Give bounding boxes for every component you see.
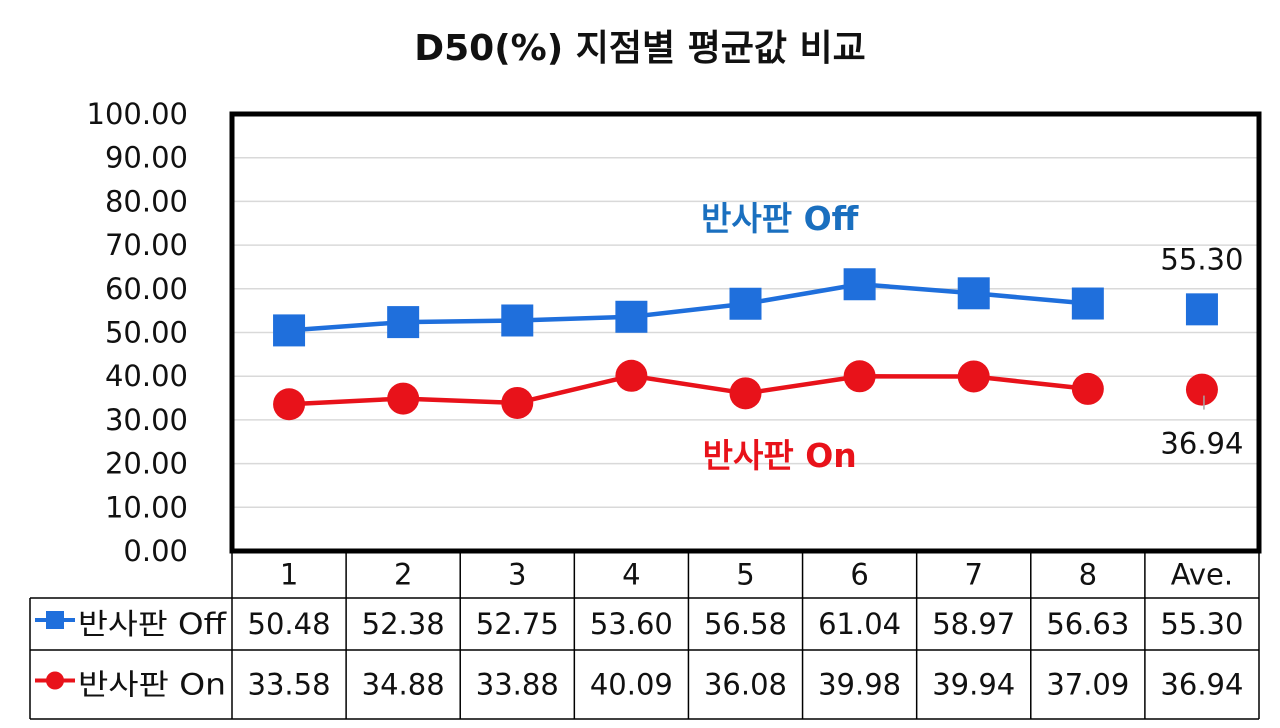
table-cell: 36.94: [1160, 668, 1243, 702]
category-label: 6: [850, 558, 868, 592]
table-cell: 39.98: [818, 668, 901, 702]
y-tick-label: 80.00: [105, 184, 188, 218]
table-cell: 39.94: [932, 668, 1015, 702]
data-point: [273, 388, 306, 421]
data-point: [957, 277, 990, 310]
table-cell: 52.75: [476, 607, 559, 641]
table-cell: 56.58: [704, 607, 787, 641]
legend-marker: [46, 611, 64, 629]
y-tick-label: 0.00: [123, 534, 188, 568]
table-cell: 34.88: [362, 668, 445, 702]
table-cell: 33.58: [248, 668, 331, 702]
category-label: 2: [394, 558, 412, 592]
table-cell: 36.08: [704, 668, 787, 702]
series-label-on: 반사판 On: [703, 436, 857, 475]
table-cell: 56.63: [1046, 607, 1129, 641]
chart-title: D50(%) 지점별 평균값 비교: [414, 28, 866, 69]
category-label: 7: [964, 558, 982, 592]
category-label: 5: [736, 558, 754, 592]
data-point: [615, 300, 648, 333]
category-label: Ave.: [1171, 558, 1233, 592]
legend-label: 반사판 Off: [78, 607, 227, 641]
y-tick-label: 40.00: [105, 359, 188, 393]
category-label: 8: [1079, 558, 1097, 592]
legend-key-series-1: [35, 611, 75, 629]
category-label: 4: [622, 558, 640, 592]
data-point: [729, 287, 762, 320]
data-point: [1071, 372, 1104, 405]
series-1: [273, 268, 1218, 347]
table-cell: 53.60: [590, 607, 673, 641]
data-point: [501, 386, 534, 419]
series-label-off: 반사판 Off: [701, 199, 860, 238]
y-tick-label: 100.00: [87, 97, 188, 131]
y-tick-label: 20.00: [105, 447, 188, 481]
legend-key-series-2: [35, 671, 75, 690]
legend-marker: [46, 671, 64, 690]
category-label: 1: [280, 558, 298, 592]
data-point: [273, 314, 306, 347]
table-cell: 52.38: [362, 607, 445, 641]
data-point: [957, 360, 990, 393]
data-point: [729, 377, 762, 410]
y-tick-label: 10.00: [105, 490, 188, 524]
average-label-off: 55.30: [1160, 242, 1243, 276]
y-axis-tick-labels: 100.00 90.00 80.00 70.00 60.00 50.00 40.00 30.0…: [87, 97, 188, 568]
y-tick-label: 90.00: [105, 141, 188, 175]
series-line: [288, 282, 1089, 333]
table-cell: 61.04: [818, 607, 901, 641]
series-2: [273, 359, 1218, 421]
series-line: [288, 373, 1089, 407]
y-tick-label: 70.00: [105, 228, 188, 262]
data-point: [1185, 373, 1218, 406]
average-label-on: 36.94: [1160, 427, 1243, 461]
data-point: [387, 306, 420, 339]
table-cell: 33.88: [476, 668, 559, 702]
legend-label: 반사판 On: [78, 668, 226, 702]
table-cell: 37.09: [1046, 668, 1129, 702]
data-point: [387, 382, 420, 415]
y-tick-label: 60.00: [105, 272, 188, 306]
data-table: 1 2 3 4 5 6 7 8 Ave. 반사판 Off 50.48 52.38 52.75 53.60 5…: [29, 550, 1260, 720]
average-annotations: 55.30 36.94: [1160, 242, 1243, 460]
data-point: [1185, 293, 1218, 326]
data-point: [843, 360, 876, 393]
data-point: [615, 359, 648, 392]
table-cell: 58.97: [932, 607, 1015, 641]
y-tick-label: 50.00: [105, 316, 188, 350]
table-cell: 50.48: [248, 607, 331, 641]
table-cell: 40.09: [590, 668, 673, 702]
data-point: [843, 268, 876, 301]
category-label: 3: [508, 558, 526, 592]
y-tick-label: 30.00: [105, 403, 188, 437]
data-point: [1071, 287, 1104, 320]
plot-series: [273, 268, 1218, 421]
series-labels: 반사판 Off 반사판 On: [701, 199, 860, 475]
data-point: [501, 304, 534, 337]
table-cell: 55.30: [1160, 607, 1243, 641]
